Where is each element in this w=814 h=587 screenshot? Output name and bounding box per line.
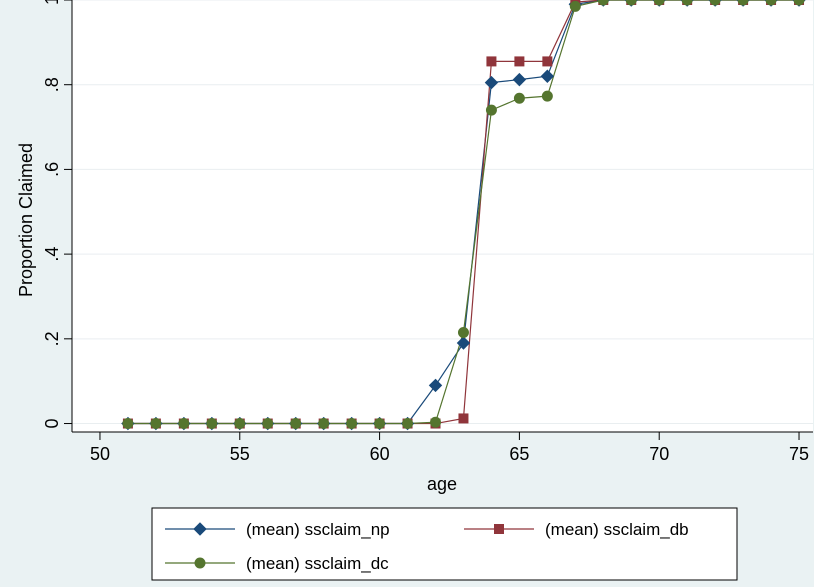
data-point-s3 xyxy=(150,418,162,430)
x-tick-label: 50 xyxy=(90,444,110,464)
data-point-s3 xyxy=(178,418,190,430)
data-point-s1 xyxy=(512,72,527,87)
legend-marker-1 xyxy=(193,522,207,536)
data-point-s3 xyxy=(709,0,721,6)
data-point-s3 xyxy=(653,0,665,6)
data-point-s3 xyxy=(430,416,442,428)
data-point-s3 xyxy=(513,92,525,104)
data-point-s3 xyxy=(793,0,805,6)
x-tick-label: 60 xyxy=(370,444,390,464)
y-tick-label: .6 xyxy=(42,162,62,177)
data-point-s3 xyxy=(485,104,497,116)
data-point-s1 xyxy=(484,75,499,90)
data-point-s3 xyxy=(374,418,386,430)
legend-box xyxy=(151,507,738,581)
y-tick-label: 0 xyxy=(42,419,62,429)
legend-label-1: (mean) ssclaim_np xyxy=(246,520,390,539)
data-point-s3 xyxy=(346,418,358,430)
gridlines xyxy=(72,0,813,425)
x-tick-label: 75 xyxy=(789,444,809,464)
legend: (mean) ssclaim_np (mean) ssclaim_db (mean)… xyxy=(151,507,738,581)
y-tick-label: .2 xyxy=(42,331,62,346)
data-point-s3 xyxy=(765,0,777,6)
data-point-s3 xyxy=(318,418,330,430)
data-point-s3 xyxy=(541,90,553,102)
x-tick-label: 70 xyxy=(649,444,669,464)
x-axis-label: age xyxy=(427,474,457,494)
y-axis-label: Proportion Claimed xyxy=(16,143,36,297)
data-point-s3 xyxy=(569,0,581,12)
data-point-s3 xyxy=(262,418,274,430)
ticks: 50 55 60 65 70 75 0 .2 .4 .6 .8 1 xyxy=(42,0,809,464)
data-point-s2 xyxy=(458,413,469,424)
plot-area xyxy=(72,0,813,432)
series-group xyxy=(121,0,806,431)
data-point-s3 xyxy=(234,418,246,430)
y-tick-label: .4 xyxy=(42,247,62,262)
data-point-s3 xyxy=(122,418,134,430)
data-point-s3 xyxy=(457,326,469,338)
data-point-s3 xyxy=(597,0,609,6)
data-point-s3 xyxy=(290,418,302,430)
data-point-s1 xyxy=(428,378,443,393)
data-point-s2 xyxy=(514,56,525,67)
x-tick-label: 65 xyxy=(509,444,529,464)
data-point-s2 xyxy=(542,56,553,67)
legend-label-3: (mean) ssclaim_dc xyxy=(246,554,389,573)
data-point-s3 xyxy=(625,0,637,6)
axes xyxy=(71,0,813,433)
data-point-s3 xyxy=(402,418,414,430)
data-point-s3 xyxy=(681,0,693,6)
data-point-s3 xyxy=(206,418,218,430)
data-point-s2 xyxy=(486,56,497,67)
x-tick-label: 55 xyxy=(230,444,250,464)
data-point-s1 xyxy=(456,336,471,350)
legend-marker-3 xyxy=(194,557,206,569)
y-tick-label: 1 xyxy=(42,0,62,5)
data-point-s3 xyxy=(737,0,749,6)
data-point-s1 xyxy=(540,69,555,83)
y-tick-label: .8 xyxy=(42,77,62,92)
legend-label-2: (mean) ssclaim_db xyxy=(545,520,689,539)
legend-marker-2 xyxy=(494,524,504,534)
